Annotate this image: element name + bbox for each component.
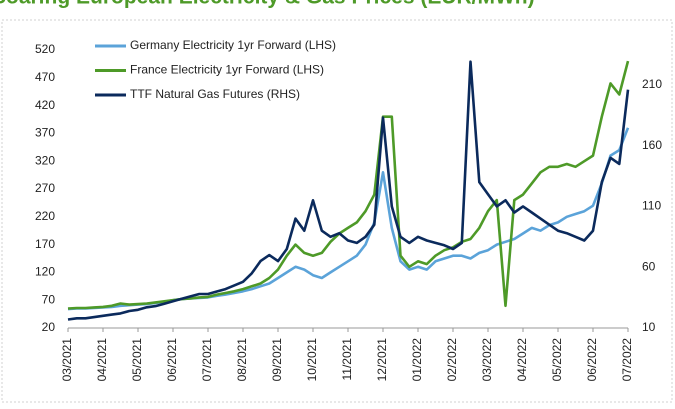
- x-tick-label: 07/2021: [200, 338, 214, 382]
- y-tick-label: 520: [35, 42, 55, 56]
- x-tick-label: 04/2021: [95, 338, 109, 382]
- chart-title: Soaring European Electricity & Gas Price…: [0, 0, 535, 9]
- x-tick-label: 12/2021: [375, 338, 389, 382]
- y-tick-label: 470: [35, 70, 55, 84]
- x-tick-label: 10/2021: [305, 338, 319, 382]
- legend-label: Germany Electricity 1yr Forward (LHS): [130, 38, 336, 52]
- y-tick-label: 370: [35, 126, 55, 140]
- y-tick-label: 270: [35, 181, 55, 195]
- y-tick-label: 120: [35, 265, 55, 279]
- y-tick-label: 420: [35, 98, 55, 112]
- x-tick-label: 02/2022: [445, 338, 459, 382]
- y2-tick-label: 60: [642, 259, 656, 273]
- y-tick-label: 170: [35, 237, 55, 251]
- x-tick-label: 03/2022: [480, 338, 494, 382]
- legend-label: TTF Natural Gas Futures (RHS): [130, 87, 300, 101]
- y2-tick-label: 110: [642, 199, 661, 213]
- y2-tick-label: 210: [642, 77, 662, 91]
- x-tick-label: 04/2022: [515, 338, 529, 382]
- y2-tick-label: 160: [642, 138, 662, 152]
- x-tick-label: 01/2022: [410, 338, 424, 382]
- x-tick-label: 05/2022: [550, 338, 564, 382]
- y-tick-label: 220: [35, 209, 55, 223]
- series-line: [67, 60, 630, 321]
- x-tick-label: 03/2021: [60, 338, 74, 382]
- x-tick-label: 06/2021: [165, 338, 179, 382]
- y-tick-label: 70: [42, 292, 56, 306]
- x-tick-label: 11/2021: [340, 338, 354, 381]
- chart-frame: [1, 19, 673, 403]
- legend-label: France Electricity 1yr Forward (LHS): [130, 63, 324, 77]
- x-tick-label: 06/2022: [585, 338, 599, 382]
- y2-tick-label: 10: [642, 320, 656, 334]
- y-tick-label: 320: [35, 153, 55, 167]
- x-tick-label: 09/2021: [270, 338, 284, 382]
- series-line: [67, 60, 630, 310]
- x-tick-label: 07/2022: [620, 338, 634, 382]
- y-tick-label: 20: [42, 320, 56, 334]
- x-tick-label: 08/2021: [235, 338, 249, 382]
- x-tick-label: 05/2021: [130, 338, 144, 382]
- series-line: [67, 127, 630, 311]
